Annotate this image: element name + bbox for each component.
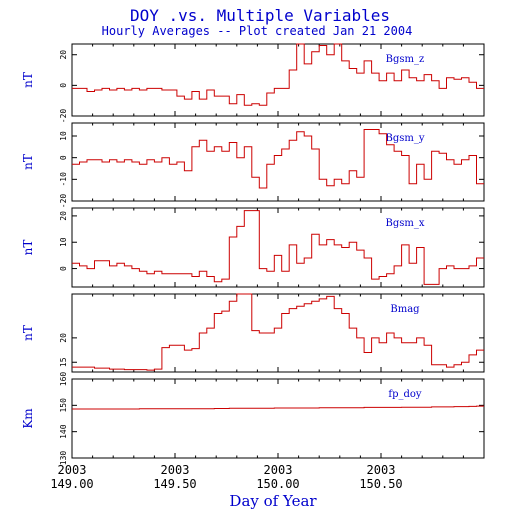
y-tick-label: 0 [59, 83, 68, 88]
panel-fp-doy: 160 150 140 130 Km fp_doy [21, 372, 485, 466]
y-tick-label: 20 [59, 211, 68, 221]
y-tick-label: 10 [59, 131, 68, 141]
y-axis-label: Km [21, 408, 35, 429]
y-tick-label: 160 [59, 372, 68, 387]
series-line [72, 43, 484, 106]
panel-bgsm-y: 10 0 -10 -20 nT Bgsm_y [21, 122, 485, 209]
x-tick-year: 2003 [58, 463, 87, 477]
y-tick-label: 130 [59, 451, 68, 466]
series-label: Bmag [390, 304, 420, 315]
series-label: Bgsm_z [386, 54, 425, 65]
series-line [72, 129, 484, 189]
panel-bgsm-z: 20 0 -20 nT Bgsm_z [21, 43, 485, 124]
series-line [72, 405, 484, 410]
y-tick-label: -10 [59, 172, 68, 187]
x-tick-label: 149.50 [153, 477, 196, 491]
x-tick-year: 2003 [367, 463, 396, 477]
y-axis-label: nT [21, 325, 35, 341]
y-tick-label: 150 [59, 398, 68, 413]
x-tick-label: 149.00 [50, 477, 93, 491]
chart-title: DOY .vs. Multiple Variables [130, 6, 390, 25]
panels: 20 0 -20 nT Bgsm_z 10 0 -10 -20 nT Bgsm_y 20 10 0 nT Bg… [21, 43, 485, 466]
y-axis-label: nT [21, 240, 35, 256]
y-tick-label: 140 [59, 424, 68, 439]
series-line [72, 210, 484, 285]
panel-frame [71, 378, 485, 459]
y-tick-label: 0 [59, 266, 68, 271]
x-tick-label: 150.50 [359, 477, 402, 491]
y-tick-label: 0 [59, 155, 68, 160]
panel-frame [71, 293, 485, 373]
x-axis-label: Day of Year [229, 492, 317, 510]
series-label: Bgsm_y [385, 133, 424, 144]
panel-bgsm-x: 20 10 0 nT Bgsm_x [21, 207, 485, 288]
y-tick-label: -20 [59, 109, 68, 124]
panel-bmag: 20 15 nT Bmag [21, 293, 485, 373]
y-axis-label: nT [21, 72, 35, 88]
y-tick-label: -20 [59, 194, 68, 209]
series-label: fp_doy [388, 389, 422, 400]
x-tick-year: 2003 [161, 463, 190, 477]
y-tick-label: 10 [59, 237, 68, 247]
y-tick-label: 20 [59, 333, 68, 343]
y-tick-label: 20 [59, 50, 68, 60]
series-label: Bgsm_x [385, 218, 424, 229]
y-tick-label: 15 [59, 357, 68, 367]
y-axis-label: nT [21, 154, 35, 170]
chart-subtitle: Hourly Averages -- Plot created Jan 21 2… [102, 24, 413, 38]
series-line [72, 293, 484, 371]
x-tick-label: 150.00 [256, 477, 299, 491]
x-tick-year: 2003 [264, 463, 293, 477]
